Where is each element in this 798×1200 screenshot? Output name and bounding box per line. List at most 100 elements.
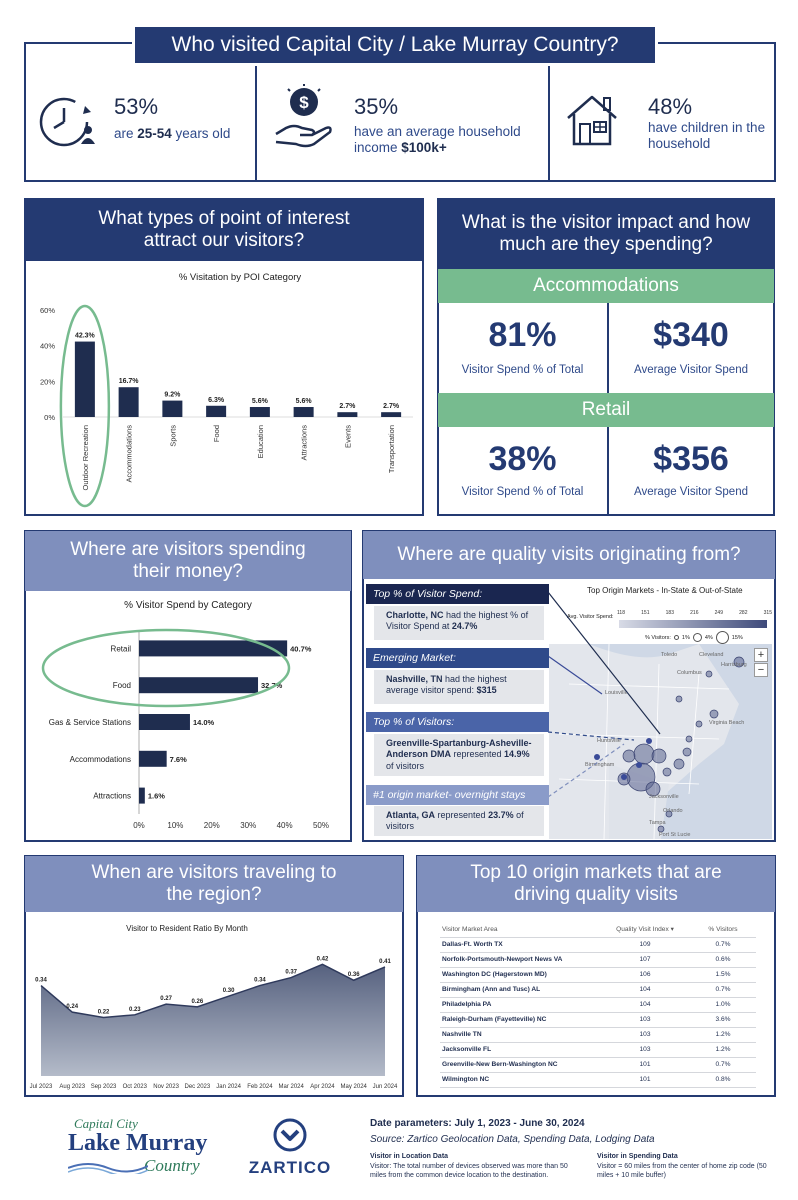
data-label: 0.22 xyxy=(98,1009,110,1015)
y-tick-label: 60% xyxy=(40,306,55,315)
market-cell: Dallas-Ft. Worth TX xyxy=(440,937,600,953)
map-legend-spend-ticks: 118 151 183 216 249 282 315 xyxy=(617,610,772,618)
market-cell: Birmingham (Ann and Tusc) AL xyxy=(440,982,600,998)
stat-divider xyxy=(548,66,550,182)
bar xyxy=(249,407,270,417)
x-tick-label: Outdoor Recreation xyxy=(81,425,90,490)
table-row: Norfolk-Portsmouth-Newport News VA 107 0.6… xyxy=(440,952,756,968)
bar xyxy=(139,787,145,804)
spend-chart: % Visitor Spend by Category 40.7% Retail 32… xyxy=(41,600,329,830)
chart-title: % Visitor Spend by Category xyxy=(124,600,252,611)
x-tick-label: Mar 2024 xyxy=(279,1084,305,1090)
bar xyxy=(74,341,95,417)
map-label: Virginia Beach xyxy=(709,720,745,726)
impact-divider xyxy=(607,427,609,515)
x-tick-label: Education xyxy=(256,425,265,458)
y-tick-label: Gas & Service Stations xyxy=(49,718,131,727)
stat-text: have children in the household xyxy=(648,120,766,152)
def-location-title: Visitor in Location Data xyxy=(370,1153,449,1160)
map-label: Harrisburg xyxy=(721,662,747,668)
map-title: Top Origin Markets - In-State & Out-of-S… xyxy=(587,586,743,595)
zartico-icon xyxy=(273,1118,307,1152)
index-cell: 106 xyxy=(600,967,690,983)
y-tick-label: 40% xyxy=(40,342,55,351)
x-tick-label: Feb 2024 xyxy=(247,1084,273,1090)
data-label: 0.30 xyxy=(223,988,235,994)
callout-header: Top % of Visitors: xyxy=(366,712,549,732)
col-header[interactable]: Quality Visit Index ▾ xyxy=(600,922,690,938)
x-tick-label: 50% xyxy=(313,821,329,830)
stat-children: 48% have children in the household xyxy=(564,90,769,160)
callout-body: Atlanta, GA represented 23.7% of visitor… xyxy=(374,806,544,836)
x-tick-label: Accommodations xyxy=(125,425,134,483)
top10-heading: Top 10 origin markets that are driving q… xyxy=(417,856,775,912)
def-location-text: Visitor: The total number of devices obs… xyxy=(370,1163,568,1180)
col-header[interactable]: % Visitors xyxy=(690,922,756,938)
impact-heading: What is the visitor impact and how much … xyxy=(438,199,774,269)
data-label: 6.3% xyxy=(208,397,225,404)
table-row: Nashville TN 103 1.2% xyxy=(440,1027,756,1043)
accommodations-avg: $340 xyxy=(653,316,729,354)
map-label: Orlando xyxy=(663,808,683,814)
visitors-cell: 1.5% xyxy=(690,967,756,983)
map-label: Port St Lucie xyxy=(659,832,691,838)
bar xyxy=(293,407,314,417)
data-label: 0.36 xyxy=(348,972,360,978)
index-cell: 101 xyxy=(600,1072,690,1088)
retail-pct: 38% xyxy=(488,440,557,478)
col-header[interactable]: Visitor Market Area xyxy=(440,922,600,938)
callout-body: Nashville, TN had the highest average vi… xyxy=(374,670,544,704)
bar xyxy=(337,412,358,417)
x-tick-label: Apr 2024 xyxy=(310,1084,335,1090)
retail-avg-label: Average Visitor Spend xyxy=(633,486,748,498)
table-row: Philadelphia PA 104 1.0% xyxy=(440,997,756,1013)
map-zoom-in-button[interactable]: + xyxy=(754,648,768,662)
impact-section-accommodations: Accommodations xyxy=(438,269,774,303)
data-label: 42.3% xyxy=(75,333,96,340)
callout-header: Top % of Visitor Spend: xyxy=(366,584,549,604)
stat-pct: 35% xyxy=(354,94,399,119)
logo-line1: Capital City xyxy=(74,1116,138,1131)
visitors-cell: 0.7% xyxy=(690,982,756,998)
bar xyxy=(139,640,288,657)
x-tick-label: 10% xyxy=(167,821,183,830)
callout-body: Charlotte, NC had the highest % of Visit… xyxy=(374,606,544,640)
market-cell: Norfolk-Portsmouth-Newport News VA xyxy=(440,952,600,968)
stat-divider xyxy=(255,66,257,182)
data-label: 2.7% xyxy=(383,403,400,410)
callout-header: #1 origin market- overnight stays xyxy=(366,785,549,805)
data-label: 0.42 xyxy=(317,956,329,962)
map-zoom-out-button[interactable]: − xyxy=(754,663,768,677)
x-tick-label: 40% xyxy=(277,821,293,830)
clock-person-icon xyxy=(39,97,95,147)
x-tick-label: Food xyxy=(212,425,221,442)
y-tick-label: 0% xyxy=(44,413,55,422)
index-cell: 103 xyxy=(600,1027,690,1043)
data-label: 16.7% xyxy=(119,378,140,385)
money-hand-icon: $ xyxy=(275,84,332,148)
x-tick-label: Events xyxy=(343,425,352,448)
chart-title: Visitor to Resident Ratio By Month xyxy=(126,924,248,933)
bar xyxy=(118,387,139,417)
visitors-cell: 1.0% xyxy=(690,997,756,1013)
table-row: Greenville-New Bern-Washington NC 101 0.7% xyxy=(440,1057,756,1073)
map-legend-spend-label: Avg. Visitor Spend: xyxy=(567,614,614,620)
legend-tick: 118 xyxy=(617,610,625,616)
data-label: 9.2% xyxy=(164,392,181,399)
poi-heading: What types of point of interest attract … xyxy=(25,199,423,261)
index-cell: 109 xyxy=(600,937,690,953)
data-label: 32.7% xyxy=(261,681,283,690)
page-title: Who visited Capital City / Lake Murray C… xyxy=(132,24,658,66)
spend-heading: Where are visitors spending their money? xyxy=(25,531,351,591)
index-cell: 104 xyxy=(600,982,690,998)
market-cell: Nashville TN xyxy=(440,1027,600,1043)
map-label: Huntsville xyxy=(597,738,621,744)
bar xyxy=(139,750,167,767)
x-tick-label: Jun 2024 xyxy=(373,1084,398,1090)
origin-heading: Where are quality visits originating fro… xyxy=(363,531,775,579)
highlight-ellipse xyxy=(59,304,111,508)
legend-tick: 183 xyxy=(665,610,674,616)
market-cell: Washington DC (Hagerstown MD) xyxy=(440,967,600,983)
legend-tick: 315 xyxy=(763,610,772,616)
data-source: Source: Zartico Geolocation Data, Spendi… xyxy=(370,1134,655,1145)
